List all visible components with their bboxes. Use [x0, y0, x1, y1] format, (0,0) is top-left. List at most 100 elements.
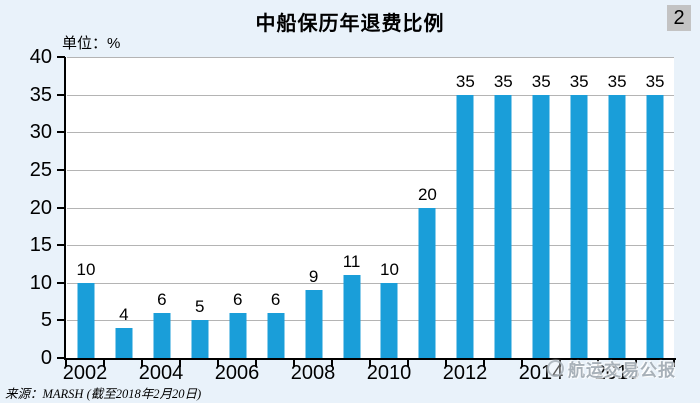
bar-slot-2011: 20 — [408, 57, 446, 358]
bar-2009 — [343, 275, 361, 358]
bar-slot-2008: 9 — [295, 57, 333, 358]
bar-2010 — [380, 282, 398, 358]
y-tick-10 — [57, 281, 65, 284]
bar-slot-2015: 35 — [560, 57, 598, 358]
y-tick-25 — [57, 168, 65, 171]
y-axis-line — [64, 57, 66, 360]
bar-2017 — [646, 94, 664, 358]
bar-2003 — [115, 327, 133, 358]
x-tick-9 — [407, 360, 409, 367]
bar-value-2005: 5 — [195, 297, 205, 317]
bar-slot-2010: 10 — [371, 57, 409, 358]
bars-container: 10 4 6 5 6 6 9 11 10 20 35 35 35 35 35 35 — [67, 57, 674, 358]
bar-slot-2014: 35 — [522, 57, 560, 358]
x-tick-16 — [673, 360, 675, 367]
bar-value-2006: 6 — [232, 289, 243, 309]
watermark: 航运交易公报 — [547, 356, 676, 380]
x-tick-label-2012: 2012 — [442, 362, 488, 384]
y-tick-40 — [57, 56, 65, 58]
y-tick-label-25: 25 — [29, 158, 52, 181]
x-tick-2 — [141, 360, 143, 367]
gridline-10 — [67, 282, 674, 284]
x-tick-label-2002: 2002 — [62, 362, 108, 384]
x-tick-11 — [483, 360, 485, 367]
y-tick-35 — [57, 93, 65, 96]
gridline-20 — [67, 207, 674, 209]
bar-slot-2017: 35 — [636, 57, 674, 358]
bar-2008 — [305, 290, 323, 358]
watermark-text: 航运交易公报 — [568, 360, 676, 380]
source-note: 来源：MARSH (截至2018年2月20日) — [5, 387, 202, 401]
bar-slot-2005: 5 — [181, 57, 219, 358]
bar-slot-2007: 6 — [257, 57, 295, 358]
bar-value-2016: 35 — [607, 71, 627, 91]
bar-2002 — [77, 282, 95, 358]
unit-label: 单位：% — [62, 35, 121, 52]
bar-slot-2003: 4 — [105, 57, 143, 358]
bar-2014 — [532, 94, 550, 358]
bar-value-2007: 6 — [270, 289, 281, 309]
x-tick-label-2016: 2016 — [594, 362, 640, 384]
x-tick-1 — [103, 360, 105, 367]
y-tick-label-5: 5 — [40, 309, 52, 332]
bar-2015 — [570, 94, 588, 358]
bar-value-2011: 20 — [417, 184, 437, 204]
gridline-25 — [67, 169, 674, 171]
y-tick-label-40: 40 — [29, 46, 52, 68]
bar-slot-2006: 6 — [219, 57, 257, 358]
y-tick-label-35: 35 — [29, 83, 52, 106]
x-tick-8 — [369, 360, 371, 367]
bar-value-2017: 35 — [645, 71, 665, 91]
x-tick-label-2006: 2006 — [214, 362, 260, 384]
bar-value-2003: 4 — [119, 304, 129, 324]
watermark-logo-circle-icon — [547, 359, 564, 377]
bar-slot-2013: 35 — [484, 57, 522, 358]
y-tick-30 — [57, 131, 65, 134]
bar-value-2013: 35 — [493, 71, 513, 91]
bar-2005 — [191, 320, 209, 358]
y-tick-15 — [57, 244, 65, 247]
bar-value-2004: 6 — [157, 289, 167, 309]
bar-value-2012: 35 — [455, 71, 475, 91]
gridline-40 — [67, 57, 674, 58]
bar-2006 — [229, 312, 247, 358]
y-tick-label-30: 30 — [29, 121, 52, 144]
y-tick-0 — [57, 357, 65, 359]
x-tick-14 — [597, 360, 599, 367]
bar-value-2002: 10 — [76, 259, 96, 279]
bar-value-2010: 10 — [380, 259, 399, 279]
x-tick-12 — [521, 360, 523, 367]
bar-value-2009: 11 — [342, 252, 361, 272]
bar-slot-2016: 35 — [598, 57, 636, 358]
bar-2013 — [494, 94, 512, 358]
gridline-15 — [67, 245, 674, 247]
bar-slot-2012: 35 — [446, 57, 484, 358]
x-axis-line — [64, 358, 676, 360]
y-tick-label-10: 10 — [29, 271, 52, 294]
bar-slot-2004: 6 — [143, 57, 181, 358]
bar-2004 — [153, 312, 171, 358]
x-tick-6 — [293, 360, 295, 367]
page-number-badge: 2 — [667, 5, 691, 31]
gridline-35 — [67, 94, 674, 96]
y-tick-20 — [57, 206, 65, 209]
x-tick-7 — [331, 360, 333, 367]
bar-2016 — [608, 94, 626, 358]
bar-2012 — [456, 94, 474, 358]
y-tick-5 — [57, 319, 65, 322]
x-tick-10 — [445, 360, 447, 367]
x-tick-3 — [179, 360, 181, 367]
y-tick-label-0: 0 — [40, 347, 52, 369]
bar-slot-2009: 11 — [333, 57, 371, 358]
bar-value-2015: 35 — [569, 71, 589, 91]
y-tick-label-20: 20 — [29, 196, 52, 219]
x-tick-4 — [217, 360, 219, 367]
y-tick-label-15: 15 — [29, 234, 52, 257]
bar-value-2014: 35 — [531, 71, 551, 91]
x-tick-15 — [635, 360, 637, 367]
gridline-5 — [67, 320, 674, 322]
bar-slot-2002: 10 — [67, 57, 105, 358]
bar-2011 — [418, 207, 436, 358]
x-tick-label-2004: 2004 — [138, 362, 184, 384]
